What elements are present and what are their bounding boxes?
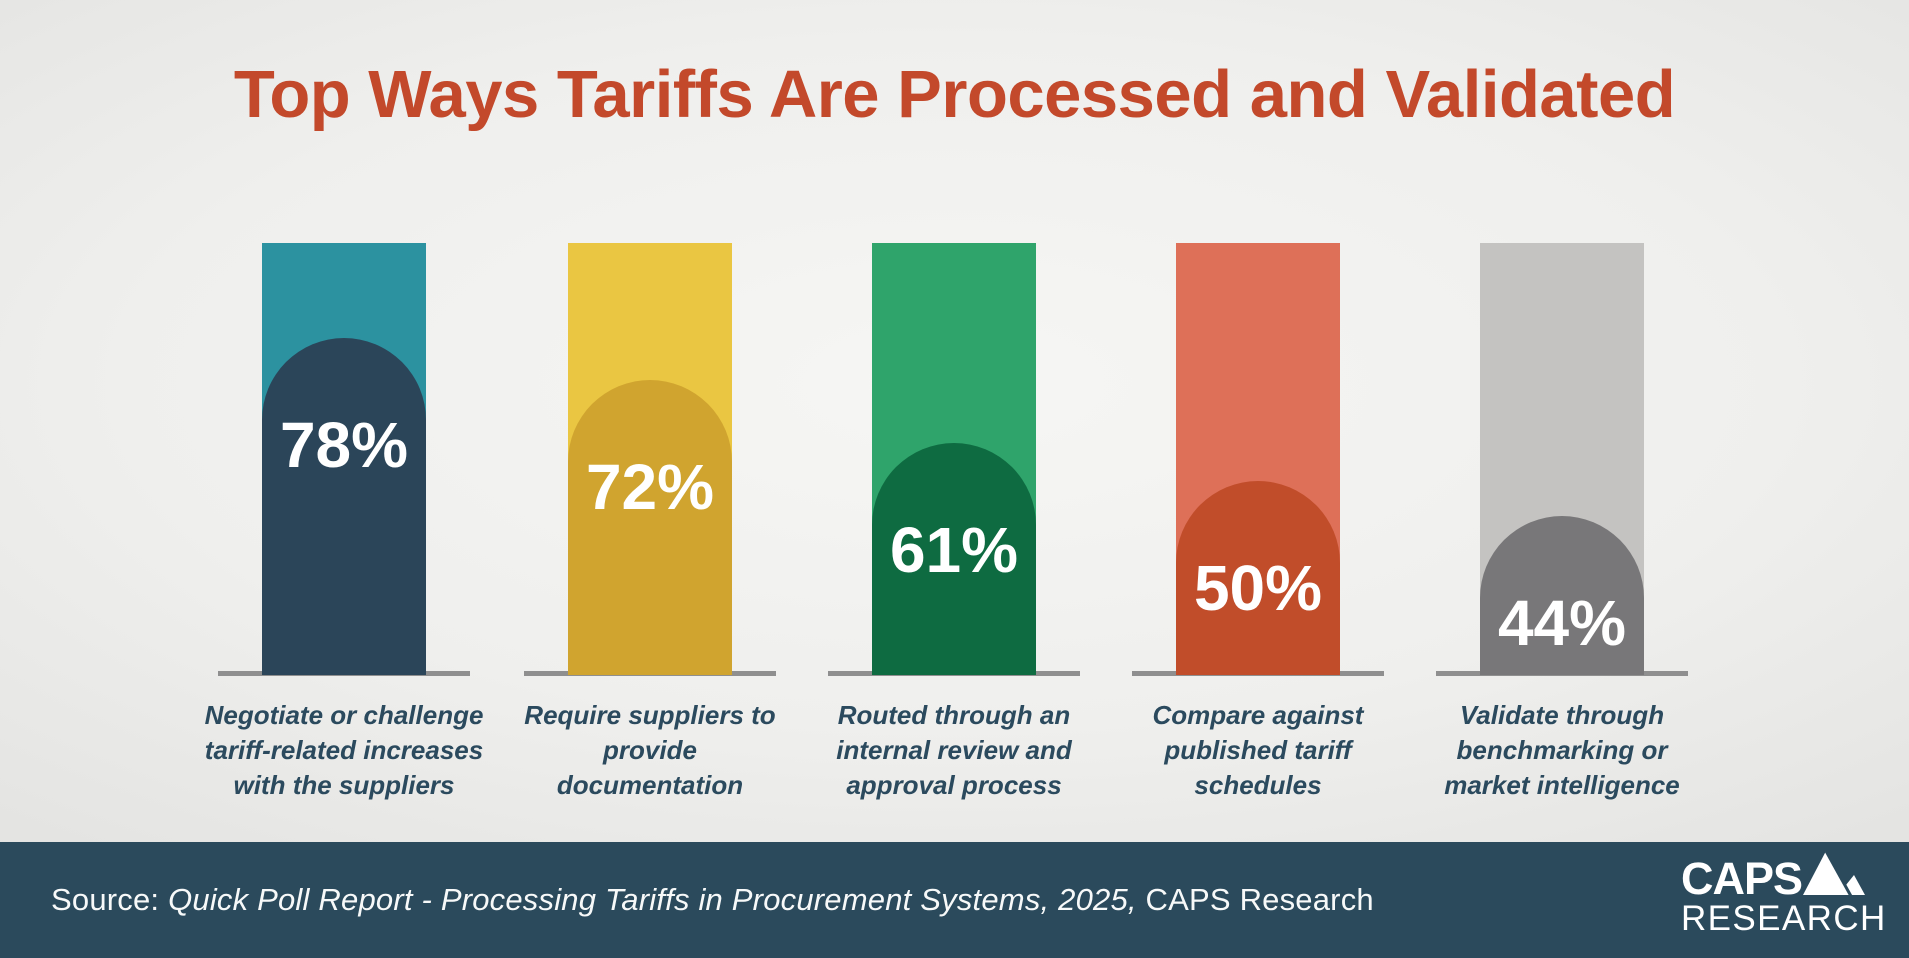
bar-category-label: Compare against published tariff schedul…: [1152, 700, 1364, 800]
source-text: Source: Quick Poll Report - Processing T…: [51, 882, 1374, 918]
bar-value-label: 50%: [1193, 552, 1323, 624]
footer-bar: Source: Quick Poll Report - Processing T…: [0, 842, 1909, 958]
bar-category-label: Routed through an internal review and ap…: [836, 700, 1072, 800]
source-publisher: CAPS Research: [1136, 882, 1374, 917]
bar-fill-dome: 61%: [872, 443, 1036, 675]
source-label: Source:: [51, 882, 169, 917]
logo-research-text: RESEARCH: [1681, 899, 1887, 938]
bar-category-label: Validate through benchmarking or market …: [1444, 700, 1680, 800]
bar-value-label: 72%: [585, 451, 715, 523]
source-report-name: Quick Poll Report - Processing Tariffs i…: [168, 882, 1137, 917]
caps-research-logo: CAPS RESEARCH: [1681, 850, 1887, 942]
bar-backdrop: 78%: [262, 243, 426, 675]
bar-backdrop: 72%: [568, 243, 732, 675]
logo-caps-text: CAPS: [1681, 853, 1803, 904]
bar-backdrop: 61%: [872, 243, 1036, 675]
bar-fill-dome: 50%: [1176, 481, 1340, 675]
bar-value-label: 44%: [1497, 587, 1627, 659]
bar-value-label: 78%: [279, 409, 409, 481]
bar-value-label: 61%: [889, 514, 1019, 586]
page-title: Top Ways Tariffs Are Processed and Valid…: [233, 57, 1676, 132]
bar-fill-dome: 44%: [1480, 516, 1644, 675]
bar-category-label: Negotiate or challenge tariff-related in…: [204, 700, 484, 800]
bar-fill-dome: 78%: [262, 338, 426, 675]
mountain-icon: [1803, 850, 1865, 896]
bar-backdrop: 44%: [1480, 243, 1644, 675]
bar-fill-dome: 72%: [568, 380, 732, 675]
bar-category-label: Require suppliers to provide documentati…: [524, 700, 776, 800]
bar-backdrop: 50%: [1176, 243, 1340, 675]
